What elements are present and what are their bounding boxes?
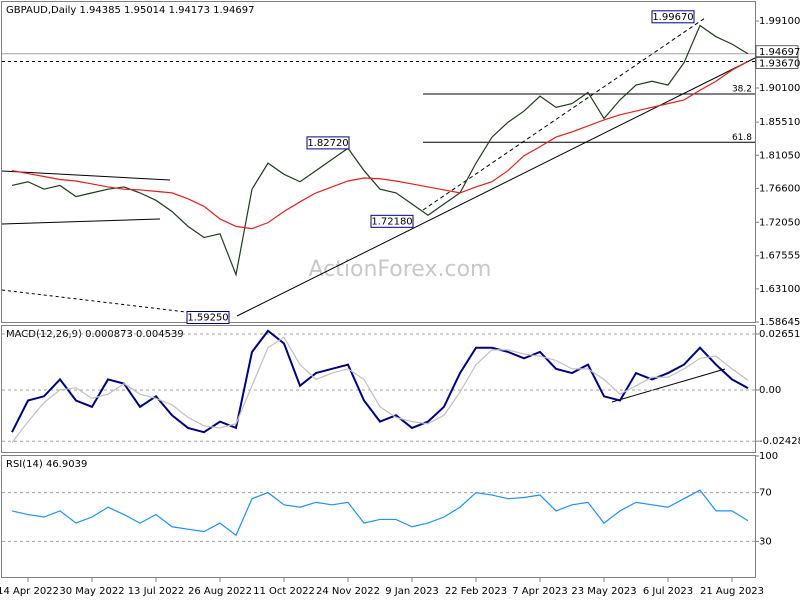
annotation: 1.59250 (187, 312, 228, 323)
x-tick-label: 7 Apr 2023 (512, 586, 567, 597)
x-tick-label: 21 Aug 2023 (700, 586, 764, 597)
annotation-box (186, 310, 230, 324)
price-panel (1, 1, 756, 323)
annotation: 1.99670 (652, 12, 693, 23)
x-tick-label: 30 May 2022 (59, 586, 124, 597)
y-tick-label: 1.58645 (759, 317, 800, 328)
x-tick-label: 9 Jan 2023 (385, 586, 439, 597)
y-tick-label: 1.90100 (759, 83, 800, 94)
annotation-box (370, 214, 414, 228)
y-tick-label: 1.67555 (759, 251, 800, 262)
support-line (236, 57, 756, 317)
annotation: 1.82720 (307, 138, 348, 149)
y-tick-label: -0.024289 (759, 436, 800, 447)
y-tick-label: 30 (759, 536, 772, 547)
series-line (11, 489, 749, 537)
macd-title: MACD(12,26,9) 0.000873 0.004539 (6, 329, 184, 340)
chart-title: GBPAUD,Daily 1.94385 1.95014 1.94173 1.9… (6, 5, 254, 16)
rsi-title: RSI(14) 46.9039 (6, 459, 87, 470)
macd-panel (1, 325, 756, 453)
x-tick-label: 14 Apr 2022 (0, 586, 59, 597)
price-marker-box (755, 45, 799, 58)
x-tick-label: 6 Jul 2023 (643, 586, 693, 597)
annotation-box (651, 10, 695, 24)
fib-label: 61.8 (732, 133, 752, 143)
trend-lines (1, 17, 756, 403)
x-tick-label: 26 Aug 2022 (188, 586, 252, 597)
rsi-panel (1, 455, 756, 578)
y-tick-label: 0.00 (759, 385, 781, 396)
price-marker-box (755, 57, 799, 69)
y-tick-label: 1.72050 (759, 217, 800, 228)
watermark: ActionForex.com (309, 257, 492, 282)
y-tick-label: 100 (759, 451, 778, 462)
range-line (1, 218, 161, 225)
price-marker: 1.93670 (759, 58, 800, 69)
x-tick-label: 11 Oct 2022 (253, 586, 315, 597)
x-tick-label: 22 Feb 2023 (445, 586, 507, 597)
x-tick-label: 13 Jul 2022 (128, 586, 185, 597)
y-tick-label: 1.63100 (759, 284, 800, 295)
price-marker: 1.94697 (759, 47, 800, 58)
macd-trend-line (611, 368, 726, 403)
y-tick-label: 1.85510 (759, 117, 800, 128)
y-tick-label: 70 (759, 488, 772, 499)
y-tick-label: 1.81050 (759, 150, 800, 161)
series-line (11, 24, 749, 277)
range-line (1, 170, 171, 181)
series-line (11, 60, 749, 230)
channel-line (1, 289, 187, 313)
series-line (11, 336, 749, 444)
x-tick-label: 23 May 2023 (571, 586, 636, 597)
x-tick-label: 24 Nov 2022 (316, 586, 380, 597)
annotation-box (306, 136, 350, 150)
y-tick-label: 1.76600 (759, 183, 800, 194)
y-tick-label: 1.99100 (759, 16, 800, 27)
annotation: 1.72180 (371, 216, 412, 227)
channel-line (422, 17, 706, 211)
fib-label: 38.2 (732, 84, 752, 94)
y-tick-label: 0.02651 (759, 329, 800, 340)
